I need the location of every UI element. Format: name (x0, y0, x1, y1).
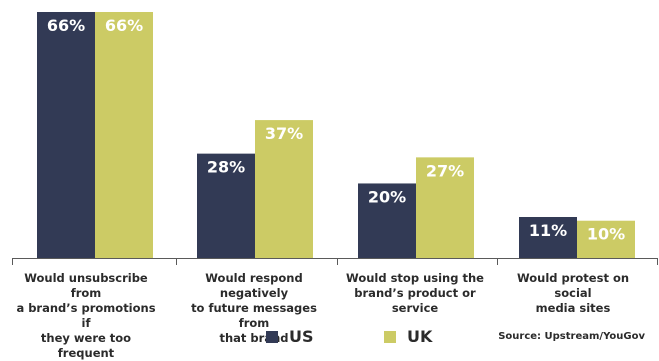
value-label-uk-2: 27% (426, 161, 464, 180)
legend-item-uk: UK (384, 327, 432, 346)
bar-us-3 (519, 217, 577, 258)
value-label-uk-3: 10% (587, 225, 625, 244)
bar-us-1 (197, 153, 255, 258)
value-label-us-3: 11% (529, 221, 567, 240)
value-label-us-0: 66% (47, 16, 85, 35)
x-axis (12, 258, 658, 265)
bar-chart: 66% 66% 28% 37% 20% 27% 11% 10% (12, 12, 658, 265)
bar-uk-2 (416, 157, 474, 258)
legend-item-us: US (266, 327, 314, 346)
value-label-uk-0: 66% (105, 16, 143, 35)
bars-group: 66% 66% 28% 37% 20% 27% 11% 10% (37, 12, 635, 258)
legend-swatch-uk (384, 330, 396, 343)
bar-us-2 (358, 183, 416, 258)
category-label-respond-negatively: Would respond negatively to future messa… (191, 271, 317, 345)
category-label-stop-using: Would stop using the brand’s product or … (346, 271, 484, 315)
legend-label-uk: UK (407, 327, 433, 346)
source-note: Source: Upstream/YouGov (498, 331, 645, 342)
bar-uk-1 (255, 120, 313, 258)
category-label-unsubscribe: Would unsubscribe from a brand’s promoti… (16, 271, 156, 360)
value-label-us-2: 20% (368, 187, 406, 206)
bar-us-0 (37, 12, 95, 258)
category-label-protest-social: Would protest on social media sites (516, 271, 630, 315)
legend-label-us: US (289, 327, 314, 346)
value-label-us-1: 28% (207, 158, 245, 177)
bar-uk-0 (95, 12, 153, 258)
value-label-uk-1: 37% (265, 124, 303, 143)
bar-uk-3 (577, 220, 635, 258)
legend-swatch-us (266, 330, 278, 343)
